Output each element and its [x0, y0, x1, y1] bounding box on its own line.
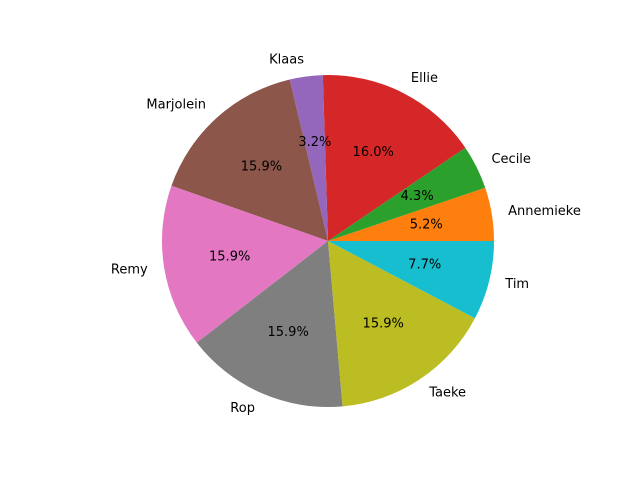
slice-percent-rop: 15.9% [268, 325, 309, 340]
slice-label-cecile: Cecile [491, 152, 530, 167]
slice-label-annemieke: Annemieke [508, 204, 581, 219]
slice-percent-tim: 7.7% [408, 257, 441, 272]
pie-slice-taeke [328, 241, 475, 407]
pie-slice-ellie [322, 74, 466, 241]
slice-percent-klaas: 3.2% [298, 135, 331, 150]
slice-label-rop: Rop [230, 401, 255, 416]
pie-slice-annemieke [328, 187, 494, 241]
pie-slice-tim [328, 241, 494, 319]
slice-percent-annemieke: 5.2% [410, 217, 443, 232]
pie-slice-klaas [289, 75, 328, 241]
pie-slices [162, 74, 494, 407]
slice-label-tim: Tim [504, 277, 529, 292]
slice-label-remy: Remy [111, 263, 148, 278]
slice-percent-remy: 15.9% [209, 249, 250, 264]
slice-label-marjolein: Marjolein [146, 98, 206, 113]
slice-percent-marjolein: 15.9% [241, 159, 282, 174]
slice-percent-cecile: 4.3% [401, 189, 434, 204]
slice-label-klaas: Klaas [269, 52, 304, 67]
pie-slice-remy [162, 185, 328, 343]
pie-slice-cecile [328, 147, 486, 241]
pie-labels: Annemieke 5.2% Cecile 4.3% Ellie 16.0% Klaas 3.… [111, 52, 581, 415]
pie-slice-marjolein [171, 79, 328, 242]
slice-label-ellie: Ellie [411, 71, 438, 86]
slice-label-taeke: Taeke [428, 385, 466, 400]
slice-percent-ellie: 16.0% [353, 145, 394, 160]
pie-slice-rop [196, 241, 343, 407]
slice-percent-taeke: 15.9% [363, 316, 404, 331]
